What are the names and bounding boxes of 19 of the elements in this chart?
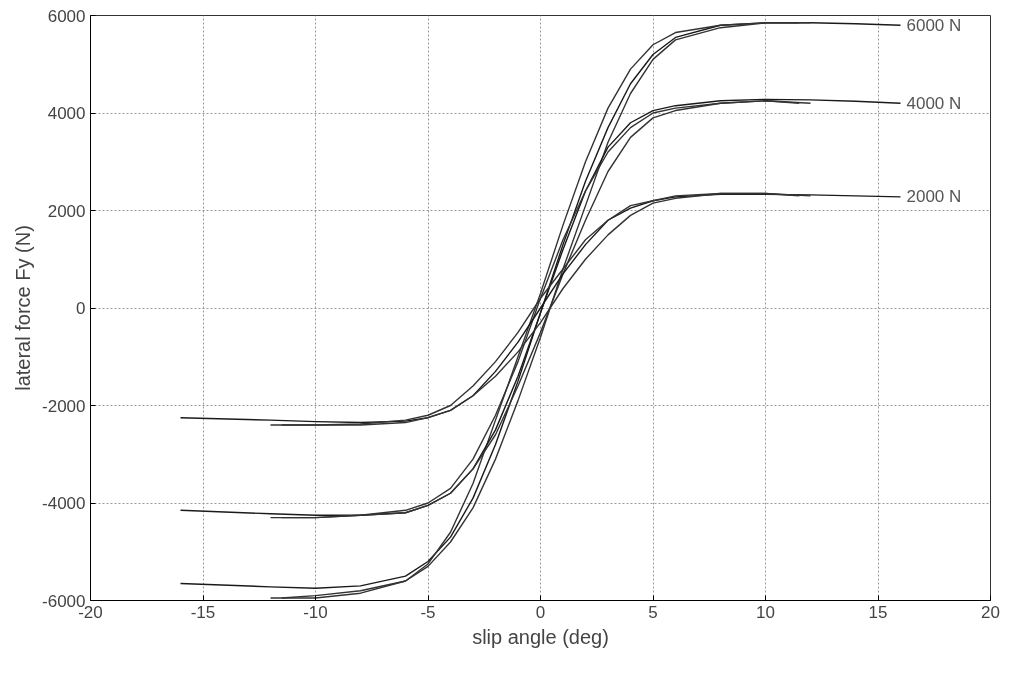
x-tick-label: 5 (648, 602, 658, 622)
y-tick-label: 6000 (47, 6, 86, 26)
x-tick-label: -15 (190, 602, 216, 622)
y-axis-title: lateral force Fy (N) (12, 225, 35, 391)
x-tick-label: 0 (535, 602, 546, 622)
x-tick-label: -10 (303, 602, 328, 622)
x-tick-label: 20 (981, 602, 1000, 622)
series-label: 6000 N (906, 15, 962, 35)
series-label: 2000 N (906, 187, 962, 207)
x-tick-label: 10 (756, 602, 775, 622)
x-axis-title: slip angle (deg) (472, 625, 609, 648)
y-tick-label: 0 (76, 299, 86, 318)
y-tick-label: 2000 (47, 201, 86, 221)
y-tick-label: -4000 (42, 494, 86, 513)
y-tick-label: -2000 (42, 396, 86, 416)
x-tick-label: 15 (868, 602, 888, 622)
series-label: 4000 N (906, 93, 962, 113)
y-tick-label: 4000 (47, 104, 86, 123)
x-tick-label: -5 (420, 602, 436, 622)
